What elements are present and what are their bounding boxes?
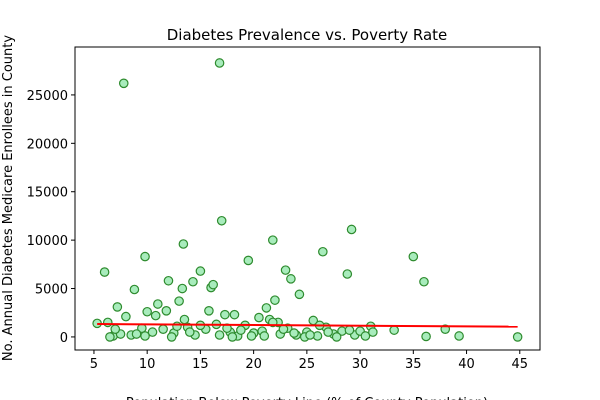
- point: [105, 332, 115, 342]
- point: [454, 331, 464, 341]
- plot-frame: [74, 46, 541, 351]
- point: [163, 275, 174, 286]
- point: [112, 302, 123, 312]
- x-tick-label: 15: [192, 357, 209, 372]
- point: [267, 235, 278, 245]
- point: [344, 325, 355, 335]
- trend-line: [97, 323, 518, 328]
- point: [408, 251, 419, 262]
- point: [140, 251, 150, 262]
- x-tick-label: 30: [352, 357, 369, 372]
- point: [246, 331, 257, 341]
- point: [216, 215, 227, 226]
- x-tick-label: 5: [90, 357, 98, 372]
- y-tick-label: 20000: [27, 137, 68, 152]
- x-tick-label: 35: [405, 357, 422, 372]
- point: [512, 332, 523, 342]
- point: [153, 299, 163, 309]
- point: [214, 330, 225, 340]
- point: [270, 295, 280, 305]
- point: [368, 327, 378, 337]
- point: [280, 265, 291, 275]
- point: [259, 331, 270, 341]
- point: [254, 312, 264, 323]
- y-axis-label: No. Annual Diabetes Medicare Enrollees i…: [1, 35, 16, 361]
- point: [229, 309, 240, 320]
- y-tick-label: 0: [60, 331, 68, 346]
- point: [150, 310, 161, 321]
- point: [360, 331, 371, 341]
- point: [184, 327, 195, 337]
- x-axis-label: Population Below Poverty Line (% of Coun…: [126, 396, 488, 400]
- point: [131, 329, 142, 339]
- point: [129, 284, 140, 295]
- point: [323, 327, 333, 337]
- point: [419, 276, 429, 287]
- point: [220, 309, 230, 320]
- y-tick-label: 10000: [27, 234, 68, 249]
- point: [177, 283, 188, 294]
- x-tick-label: 40: [458, 357, 475, 372]
- point: [102, 317, 113, 328]
- point: [158, 324, 168, 334]
- x-tick-label: 20: [245, 357, 262, 372]
- point: [331, 332, 342, 342]
- point: [161, 305, 172, 316]
- point: [204, 305, 214, 316]
- point: [174, 296, 184, 306]
- x-tick-label: 25: [299, 357, 316, 372]
- point: [294, 289, 305, 300]
- point: [227, 332, 238, 342]
- point: [421, 331, 431, 342]
- point: [178, 239, 189, 249]
- point: [342, 269, 353, 279]
- point: [140, 331, 150, 341]
- point: [179, 314, 190, 325]
- y-tick-label: 25000: [27, 89, 68, 104]
- point: [318, 246, 328, 257]
- point: [214, 58, 225, 68]
- y-tick-label: 5000: [35, 283, 68, 298]
- point: [261, 303, 272, 313]
- point: [286, 274, 296, 284]
- point: [243, 255, 254, 266]
- point: [236, 325, 246, 335]
- point: [188, 276, 198, 287]
- point: [195, 266, 206, 276]
- point: [346, 224, 357, 235]
- point: [121, 311, 131, 322]
- x-tick-label: 45: [511, 357, 528, 372]
- y-tick-label: 15000: [27, 186, 68, 201]
- point: [172, 321, 182, 332]
- point: [305, 330, 315, 340]
- point: [99, 267, 110, 277]
- point: [110, 324, 121, 334]
- point: [208, 279, 218, 290]
- point: [142, 306, 152, 317]
- point: [147, 327, 158, 337]
- x-tick-label: 10: [139, 357, 156, 372]
- point: [166, 332, 177, 342]
- point: [118, 78, 129, 89]
- point: [278, 324, 289, 334]
- point: [389, 325, 399, 335]
- point: [289, 328, 299, 338]
- chart-title: Diabetes Prevalence vs. Poverty Rate: [167, 26, 448, 44]
